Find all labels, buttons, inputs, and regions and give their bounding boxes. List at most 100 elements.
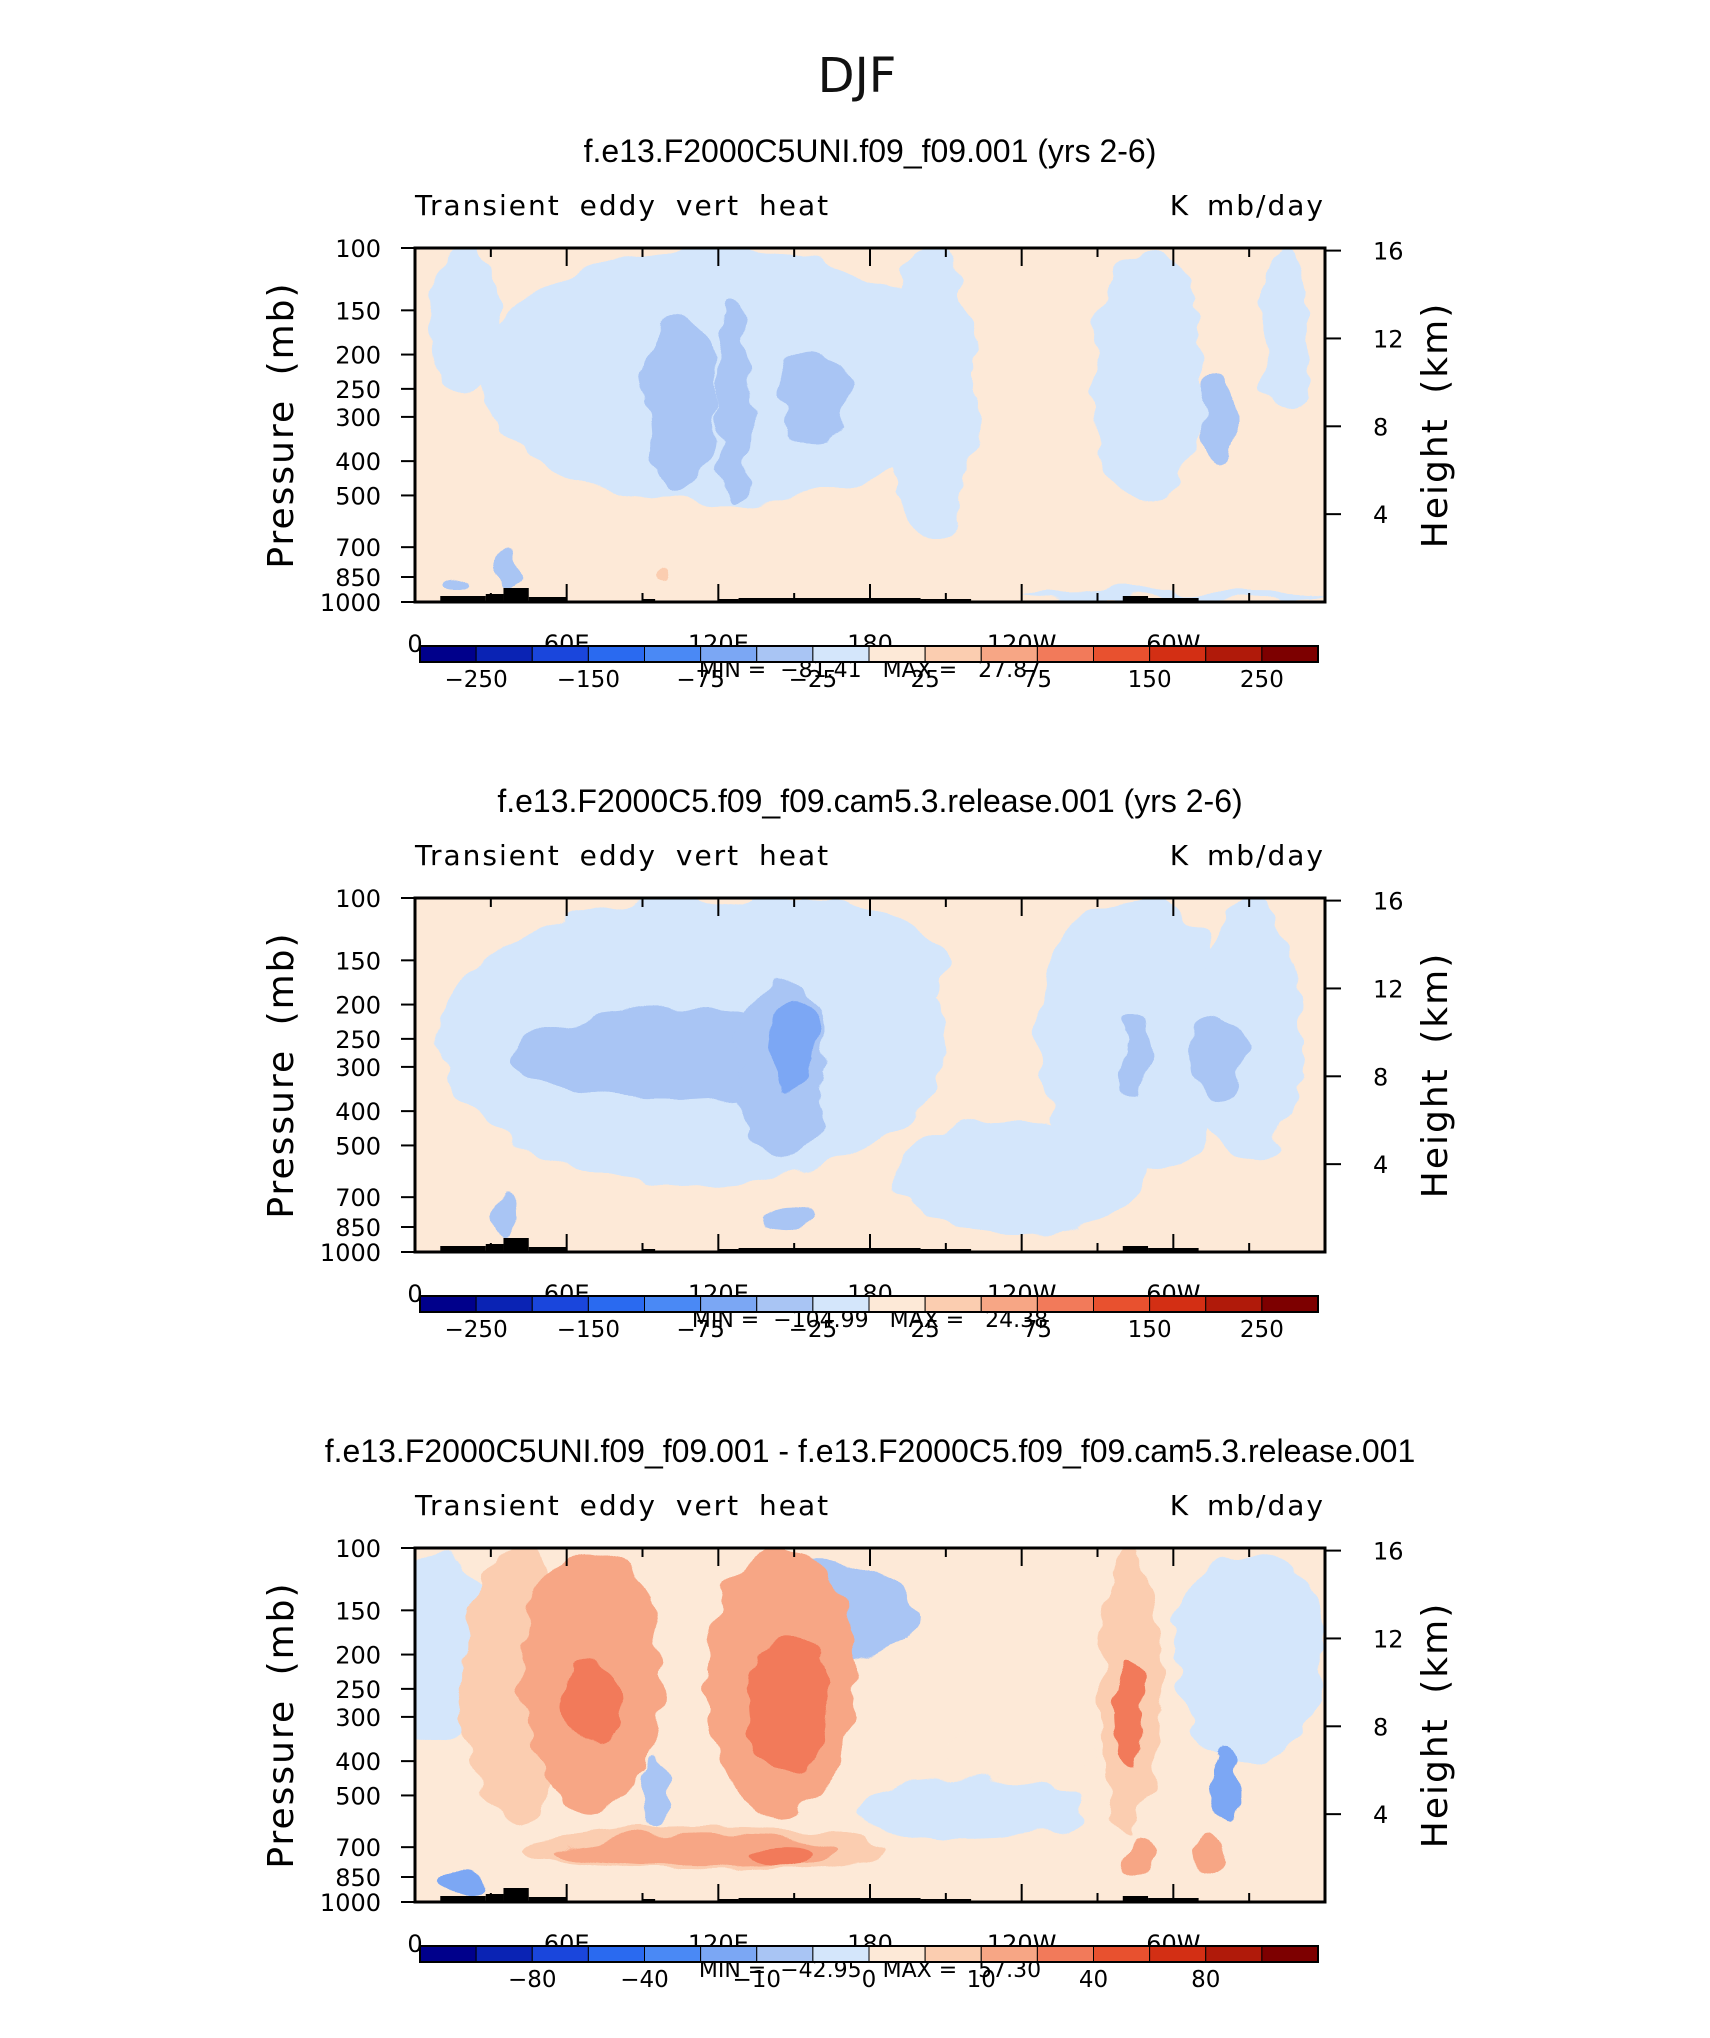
y-tick-label: 100 xyxy=(335,885,381,913)
y-tick-label: 250 xyxy=(335,1026,381,1054)
y-axis-title: Pressure (mb) xyxy=(261,1581,302,1868)
contour-region xyxy=(1120,1019,1151,1104)
terrain-mask xyxy=(1122,1896,1149,1902)
colorbar-frame xyxy=(419,1945,1319,1963)
terrain-mask xyxy=(528,1247,567,1252)
colorbar-swatch xyxy=(924,1295,982,1313)
y-tick-label: 100 xyxy=(335,1535,381,1563)
y-tick-label: 400 xyxy=(335,448,381,476)
contour-region xyxy=(945,1726,1098,1776)
contour-region xyxy=(1261,248,1313,412)
contour-region xyxy=(715,299,752,502)
terrain-mask xyxy=(528,597,567,602)
y-tick-label: 700 xyxy=(335,1184,381,1212)
y-tick-label: 700 xyxy=(335,534,381,562)
colorbar-label: 250 xyxy=(1240,1317,1284,1343)
colorbar: −80 −40 −10 0 10 40 80 xyxy=(419,1945,1319,1993)
contour-region xyxy=(440,1869,481,1895)
contour-region xyxy=(1208,1744,1240,1819)
colorbar-swatch xyxy=(531,1295,589,1313)
colorbar-label: 0 xyxy=(862,1967,877,1993)
colorbar-swatch xyxy=(1149,645,1207,663)
x-tick-labels: 0 60E 120E 180 120W 60W xyxy=(407,248,1326,658)
height-tick-label: 4 xyxy=(1373,1801,1388,1829)
colorbar-swatch xyxy=(924,645,982,663)
height-tick-label: 12 xyxy=(1373,1625,1404,1653)
colorbar: −250 −150 −75 −25 25 75 150 250 xyxy=(419,1295,1319,1343)
colorbar-swatch xyxy=(980,1295,1038,1313)
colorbar-swatch xyxy=(1205,645,1263,663)
contour-region xyxy=(442,575,469,590)
height-tick-labels: 16 12 8 4 xyxy=(1323,1538,1404,1902)
terrain-mask xyxy=(1122,1246,1149,1252)
terrain-mask xyxy=(528,1897,567,1902)
y-tick-label: 300 xyxy=(335,1054,381,1082)
y-tick-label: 200 xyxy=(335,1642,381,1670)
colorbar-label: 150 xyxy=(1128,667,1172,693)
y-tick-label: 150 xyxy=(335,297,381,325)
y-tick-label: 850 xyxy=(335,1214,381,1242)
height-tick-label: 16 xyxy=(1373,238,1404,266)
colorbar-label: −150 xyxy=(557,667,620,693)
colorbar-swatch xyxy=(700,1295,758,1313)
height-tick-label: 4 xyxy=(1373,501,1388,529)
contour-region xyxy=(639,1757,671,1827)
y-tick-label: 1000 xyxy=(320,589,381,617)
height-tick-label: 4 xyxy=(1373,1151,1388,1179)
colorbar-swatch xyxy=(1261,645,1319,663)
height-tick-label: 16 xyxy=(1373,1538,1404,1566)
y-tick-label: 200 xyxy=(335,992,381,1020)
terrain-mask xyxy=(440,596,486,602)
colorbar-swatch xyxy=(475,1295,533,1313)
y-tick-label: 200 xyxy=(335,342,381,370)
y-tick-label: 400 xyxy=(335,1098,381,1126)
y-tick-label: 500 xyxy=(335,1132,381,1160)
colorbar-label: −80 xyxy=(508,1967,557,1993)
contour-region xyxy=(1198,376,1240,465)
colorbar-label: 40 xyxy=(1079,1967,1108,1993)
height-tick-labels: 16 12 8 4 xyxy=(1323,888,1404,1252)
colorbar-swatch xyxy=(587,1295,645,1313)
colorbar-swatch xyxy=(756,1295,814,1313)
y-tick-label: 300 xyxy=(335,1704,381,1732)
y-tick-label: 100 xyxy=(335,235,381,263)
colorbar-swatch xyxy=(812,645,870,663)
colorbar-swatch xyxy=(1036,1295,1094,1313)
contour-region xyxy=(758,1203,820,1231)
units-label: K mb/day xyxy=(1170,839,1325,872)
colorbar: −250 −150 −75 −25 25 75 150 250 xyxy=(419,645,1319,693)
colorbar-swatch xyxy=(1093,1295,1151,1313)
y-tick-label: 300 xyxy=(335,404,381,432)
colorbar-swatch xyxy=(1149,1295,1207,1313)
colorbar-swatch xyxy=(587,1945,645,1963)
colorbar-swatch xyxy=(756,645,814,663)
colorbar-swatch xyxy=(531,645,589,663)
contour-region xyxy=(1115,1662,1146,1765)
colorbar-swatch xyxy=(644,1295,702,1313)
height-tick-label: 12 xyxy=(1373,975,1404,1003)
contour-region xyxy=(751,1846,812,1867)
y-tick-label: 850 xyxy=(335,564,381,592)
colorbar-label: 75 xyxy=(1023,1317,1052,1343)
contour-region xyxy=(1193,1838,1224,1876)
contour-region xyxy=(493,544,519,591)
contour-region xyxy=(655,567,671,583)
colorbar-swatch xyxy=(1036,645,1094,663)
y-tick-label: 700 xyxy=(335,1834,381,1862)
colorbar-swatch xyxy=(980,645,1038,663)
colorbar-swatch xyxy=(1261,1945,1319,1963)
contour-region xyxy=(887,248,979,539)
colorbar-label: 80 xyxy=(1191,1967,1220,1993)
panel-1: f.e13.F2000C5UNI.f09_f09.001 (yrs 2-6) T… xyxy=(261,133,1456,693)
terrain-mask xyxy=(738,1898,921,1902)
colorbar-swatch xyxy=(587,645,645,663)
terrain-mask xyxy=(503,1238,529,1252)
contour-region xyxy=(1092,248,1204,508)
colorbar-label: −75 xyxy=(676,667,725,693)
colorbar-swatch xyxy=(644,1945,702,1963)
left-label: Transient eddy vert heat xyxy=(414,1489,830,1522)
height-axis-title: Height (km) xyxy=(1415,302,1456,548)
